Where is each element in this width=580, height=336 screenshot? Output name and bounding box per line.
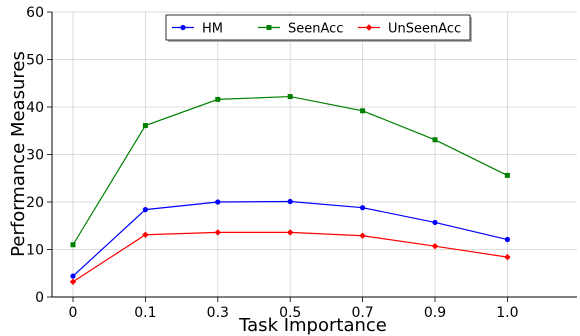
legend-label: UnSeenAcc — [388, 22, 461, 37]
data-point-seenacc — [215, 96, 221, 102]
data-point-hm — [215, 199, 221, 205]
series-hm — [70, 198, 510, 279]
data-point-hm — [287, 198, 293, 205]
data-point-seenacc — [287, 94, 293, 100]
y-tick-label: 20 — [26, 195, 44, 211]
series-unseenacc — [69, 229, 511, 285]
legend-entry-hm: HM — [172, 22, 223, 37]
legend-box — [165, 14, 471, 41]
data-point-seenacc — [360, 108, 366, 114]
data-point-seenacc — [142, 123, 148, 129]
tick-labels: 0 0.1 0.3 0.5 0.7 0.9 1.0 0 10 20 30 40 50 60 — [26, 5, 518, 321]
data-point-seenacc — [70, 242, 76, 248]
series-seenacc — [70, 94, 510, 248]
x-axis-label: Task Importance — [238, 315, 387, 336]
legend-marker — [180, 24, 186, 31]
data-point-hm — [432, 219, 438, 226]
y-tick-label: 50 — [26, 53, 44, 69]
legend-label: SeenAcc — [288, 22, 343, 37]
legend-entry-unseenacc: UnSeenAcc — [358, 22, 461, 37]
x-tick-label: 0.5 — [279, 305, 301, 321]
data-point-unseenacc — [214, 229, 221, 236]
data-point-unseenacc — [69, 278, 77, 285]
axes — [47, 11, 577, 302]
series-layer — [69, 94, 511, 285]
data-point-hm — [504, 236, 510, 243]
x-tick-label: 0.1 — [134, 305, 156, 321]
legend-marker — [365, 24, 373, 31]
data-point-unseenacc — [504, 253, 511, 261]
data-point-hm — [142, 207, 148, 213]
data-point-hm — [360, 205, 366, 211]
data-point-unseenacc — [287, 229, 294, 236]
x-tick-label: 0 — [69, 305, 78, 321]
y-tick-label: 30 — [26, 148, 44, 164]
y-tick-label: 0 — [35, 290, 44, 306]
legend-marker — [266, 25, 272, 30]
legend: HM SeenAcc UnSeenAcc — [165, 14, 472, 42]
data-point-unseenacc — [359, 232, 366, 239]
y-tick-label: 10 — [26, 243, 44, 259]
x-tick-label: 0.3 — [207, 305, 229, 321]
data-point-unseenacc — [431, 242, 439, 250]
legend-entry-seenacc: SeenAcc — [258, 22, 343, 37]
y-axis-label: Performance Measures — [8, 51, 29, 257]
grid-lines — [52, 11, 577, 298]
y-tick-label: 40 — [26, 100, 44, 116]
y-tick-label: 60 — [26, 5, 44, 21]
data-point-hm — [70, 273, 76, 279]
x-tick-label: 1.0 — [496, 305, 518, 321]
data-point-seenacc — [432, 137, 438, 143]
legend-label: HM — [202, 22, 223, 37]
data-point-unseenacc — [142, 231, 149, 238]
data-point-seenacc — [504, 172, 510, 178]
x-tick-label: 0.7 — [351, 305, 373, 321]
x-tick-label: 0.9 — [424, 305, 446, 321]
